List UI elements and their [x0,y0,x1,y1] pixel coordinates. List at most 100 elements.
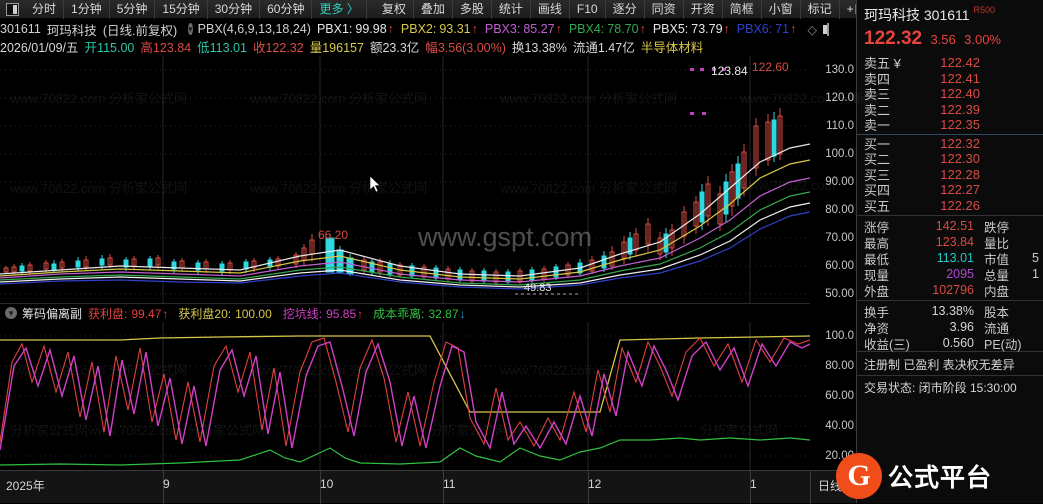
buy-order-price-2: 122.28 [940,166,980,182]
header-indicator-label-1: PBX2: [400,22,437,36]
sub-indicator-3: 成本乖离: 32.87↓ [373,307,465,321]
sell-order-row-4[interactable]: 卖一 122.35 [857,117,1043,133]
float-value: 1.47亿 [597,41,635,55]
sub-indicator-2: 挖坑线: 95.85↑ [283,307,363,321]
buy-order-label-4: 买五 [864,198,891,214]
stat-value1-0: 142.51 [935,219,974,233]
deviation-line [0,437,810,466]
trade-status: 交易状态: 闭市阶段 15:30:00 [857,375,1043,398]
stat-value2-3: 1 [1032,267,1039,281]
volume-label: 量 [309,41,323,55]
buy-order-row-2[interactable]: 买三 122.28 [857,167,1043,183]
toolbar-item-11[interactable]: 画线 [531,0,570,19]
sub-indicator-chart[interactable] [0,322,810,470]
window-split-icon[interactable] [6,2,19,16]
sub-indicator-0: 获利盘: 99.47↑ [88,307,168,321]
sell-order-label-3: 卖二 [864,102,891,118]
toolbar-item-10[interactable]: 统计 [492,0,531,19]
stat-label1-1: 最高 [864,236,890,251]
toolbar-item-4[interactable]: 30分钟 [208,0,261,19]
sell-order-row-2[interactable]: 卖三 122.40 [857,86,1043,102]
stat2-row-1: 净资 3.96 流通 [857,319,1043,336]
stat-label2-1: 量比 [984,236,1010,251]
stat-label1-2: 最低 [864,252,890,267]
amount-label: 额 [369,41,383,55]
buy-order-row-0[interactable]: 买一 122.32 [857,136,1043,152]
stat-label1-0: 涨停 [864,220,890,235]
toolbar-item-15[interactable]: 开资 [684,0,723,19]
pit-line [0,340,810,451]
date-axis-label-5: 1 [750,477,757,491]
header-indicator-label-0: PBX1: [316,22,353,36]
chevron-down-icon[interactable]: ▾ [5,307,17,319]
buy-order-label-1: 买二 [864,152,891,168]
sell-order-book[interactable]: 卖五 ¥ 122.42 卖四 122.41 卖三 122.40 卖二 122.39 卖一 122.… [857,55,1043,133]
stock-code: 301611 [0,22,41,36]
sub-indicator-title[interactable]: 筹码偏离副 [22,306,83,321]
toolbar-item-9[interactable]: 多股 [453,0,492,19]
chart-annotation-high: 123.84 [711,64,748,78]
header-indicator-4: PBX5: 73.79↑ [653,22,730,36]
sell-order-price-0: 122.42 [940,55,980,71]
toolbar-item-13[interactable]: 逐分 [606,0,645,19]
sub-indicator-label-1: 获利盘20: [178,306,232,321]
toolbar-item-0[interactable]: 分时 [25,0,65,19]
toolbar-item-8[interactable]: 叠加 [414,0,453,19]
toolbar-item-18[interactable]: 标记 [801,0,840,19]
toolbar-item-12[interactable]: F10 [570,0,606,19]
toolbar-item-7[interactable]: 复权 [375,0,414,19]
toolbar-item-17[interactable]: 小窗 [762,0,801,19]
buy-order-book[interactable]: 买一 122.32 买二 122.30 买三 122.28 买四 122.27 买五 122.26 [857,136,1043,214]
stats-table: 涨停 142.51 跌停 最高 123.84 量比 最低 113.01 市值 5 现量 2095 总量 1… [857,218,1043,299]
panel-icon[interactable] [823,22,829,36]
stat-row-0: 涨停 142.51 跌停 [857,218,1043,235]
quote-date: 2026/01/09/五 [0,41,79,55]
high-label: 高 [140,41,153,55]
sell-order-row-1[interactable]: 卖四 122.41 [857,71,1043,87]
pbx4-line [0,191,810,286]
diamond-icon[interactable]: ◇ [807,22,817,37]
sell-order-label-4: 卖一 [864,118,891,134]
sub-indicator-header: ▾ 筹码偏离副 获利盘: 99.47↑ 获利盘20: 100.00 挖坑线: 95.85↑… [0,303,810,322]
stat-label2-2: 市值 [984,252,1010,267]
sub-indicator-value-0: 99.47 [131,306,162,321]
toolbar-item-16[interactable]: 简框 [723,0,762,19]
header-indicator-arrow-4: ↑ [723,22,730,36]
pbx1-line [0,143,810,277]
stat-label2-4: 内盘 [984,284,1010,299]
header-indicator-arrow-5: ↑ [790,22,797,36]
buy-order-label-0: 买一 [864,136,891,152]
low-value: 113.01 [209,41,247,55]
buy-order-row-1[interactable]: 买二 122.30 [857,151,1043,167]
stat2-value1-1: 3.96 [949,320,974,334]
turnover-value: 13.38% [524,41,567,55]
sell-order-row-3[interactable]: 卖二 122.39 [857,102,1043,118]
toolbar-item-3[interactable]: 15分钟 [155,0,208,19]
chevron-down-icon[interactable]: ▾ [188,23,193,35]
sub-indicator-value-2: 95.85 [326,306,357,321]
quote-last-price: 122.32 [864,28,923,49]
toolbar-item-2[interactable]: 5分钟 [110,0,156,19]
high-value: 123.84 [152,41,192,55]
brand-logo: G 公式平台 [836,448,1043,503]
toolbar-item-6[interactable]: 更多 〉 [312,0,367,19]
indicator-name[interactable]: PBX(4,6,9,13,18,24) [197,22,311,36]
header-indicator-label-5: PBX6: [736,22,773,36]
buy-order-row-4[interactable]: 买五 122.26 [857,198,1043,214]
header-indicator-value-5: 71 [775,22,790,36]
toolbar-item-5[interactable]: 60分钟 [260,0,313,19]
date-axis-label-2: 10 [320,477,334,491]
stat2-label2-0: 股本 [984,305,1010,320]
price-axis-label-4: 90.00 [825,176,854,188]
price-chart[interactable]: 66.20 123.84 122.60 49.83 www.gspt.com [0,56,810,303]
stats-table-2: 换手 13.38% 股本 净资 3.96 流通 收益(三) 0.560 PE(动) [857,303,1043,352]
sub-indicator-arrow-2: ↑ [357,306,364,321]
price-axis: 130.0 120.0 110.0 100.0 90.00 80.00 70.00 60.00… [810,56,856,303]
date-axis-label-0: 2025年 [6,479,45,493]
toolbar-item-14[interactable]: 同资 [645,0,684,19]
sell-order-row-0[interactable]: 卖五 ¥ 122.42 [857,55,1043,71]
toolbar-item-1[interactable]: 1分钟 [64,0,110,19]
profit-line [0,337,810,448]
buy-order-row-3[interactable]: 买四 122.27 [857,182,1043,198]
stat-row-4: 外盘 102796 内盘 [857,282,1043,299]
